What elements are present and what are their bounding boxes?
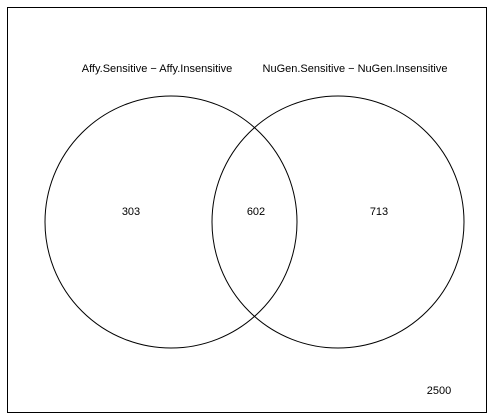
intersection-count: 602 [247, 206, 265, 218]
universe-frame [7, 7, 487, 413]
set-a-only-count: 303 [122, 206, 140, 218]
set-b-label: NuGen.Sensitive − NuGen.Insensitive [263, 63, 448, 75]
universe-count: 2500 [427, 385, 451, 397]
set-a-label: Affy.Sensitive − Affy.Insensitive [82, 63, 233, 75]
set-b-only-count: 713 [370, 206, 388, 218]
set-a-circle [44, 95, 298, 349]
set-b-circle [211, 95, 465, 349]
